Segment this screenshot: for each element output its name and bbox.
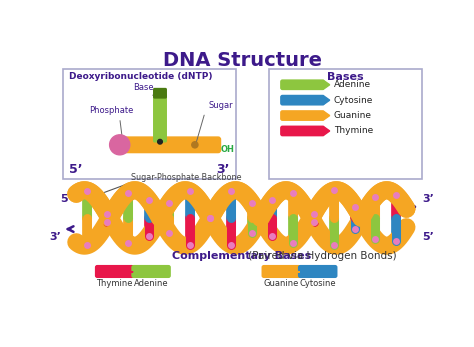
Text: Bases: Bases: [327, 72, 364, 82]
Text: Adenine: Adenine: [134, 279, 168, 288]
Text: Sugar: Sugar: [209, 101, 234, 110]
FancyBboxPatch shape: [153, 94, 167, 143]
Text: OH: OH: [220, 145, 234, 154]
Text: Cytosine: Cytosine: [300, 279, 336, 288]
Text: Guanine: Guanine: [334, 111, 372, 120]
Text: 5’: 5’: [422, 232, 434, 242]
Text: (Paired via Hydrogen Bonds): (Paired via Hydrogen Bonds): [245, 252, 397, 262]
Text: 5’: 5’: [69, 163, 83, 176]
Circle shape: [158, 139, 162, 144]
Polygon shape: [324, 127, 330, 135]
FancyBboxPatch shape: [298, 265, 337, 278]
Circle shape: [109, 135, 130, 155]
Text: Guanine: Guanine: [264, 279, 299, 288]
FancyBboxPatch shape: [63, 69, 236, 179]
Text: Phosphate: Phosphate: [89, 106, 133, 115]
Polygon shape: [324, 96, 330, 104]
FancyBboxPatch shape: [280, 95, 325, 105]
Text: 3’: 3’: [422, 194, 434, 204]
FancyBboxPatch shape: [131, 265, 171, 278]
Circle shape: [192, 142, 198, 148]
Text: Deoxyribonucleotide (dNTP): Deoxyribonucleotide (dNTP): [69, 72, 212, 81]
FancyBboxPatch shape: [118, 136, 221, 153]
FancyBboxPatch shape: [280, 110, 325, 121]
Text: 5’: 5’: [61, 194, 73, 204]
Text: Base: Base: [133, 83, 153, 92]
FancyBboxPatch shape: [268, 69, 422, 179]
FancyBboxPatch shape: [280, 126, 325, 136]
Text: 3’: 3’: [216, 163, 230, 176]
Text: 3’: 3’: [49, 232, 61, 242]
FancyBboxPatch shape: [280, 79, 325, 90]
Polygon shape: [324, 81, 330, 88]
Text: Adenine: Adenine: [334, 80, 371, 89]
Text: Cytosine: Cytosine: [334, 96, 373, 105]
Text: Complementary Bases: Complementary Bases: [172, 252, 311, 262]
Text: Thymine: Thymine: [96, 279, 133, 288]
Text: Sugar-Phosphate Backbone: Sugar-Phosphate Backbone: [130, 173, 241, 182]
Text: DNA Structure: DNA Structure: [164, 51, 322, 70]
FancyBboxPatch shape: [153, 88, 167, 99]
Polygon shape: [324, 112, 330, 119]
FancyBboxPatch shape: [95, 265, 135, 278]
Text: Thymine: Thymine: [334, 126, 373, 135]
FancyBboxPatch shape: [262, 265, 301, 278]
